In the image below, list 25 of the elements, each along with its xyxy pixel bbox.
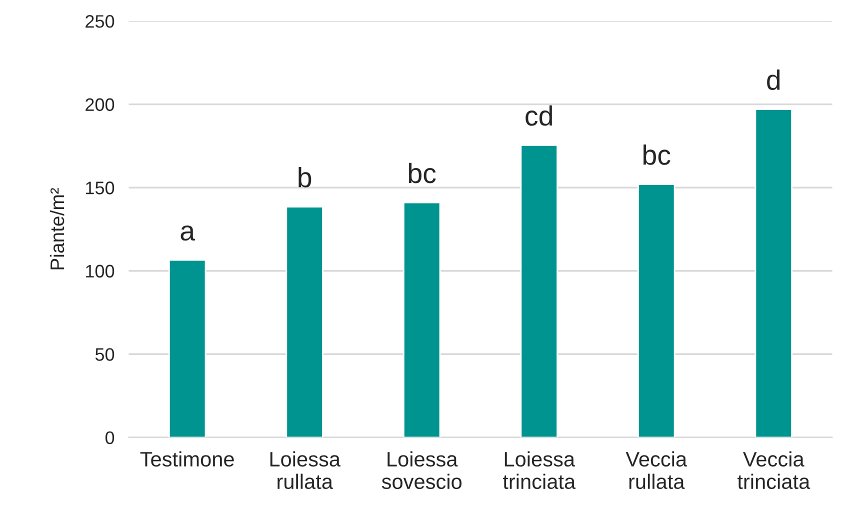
y-tick-label: 50	[95, 348, 114, 361]
bar	[754, 108, 792, 438]
y-tick-label: 200	[86, 98, 114, 112]
annotation: cd	[526, 105, 552, 126]
bar	[286, 206, 324, 438]
annotation: bc	[643, 144, 670, 165]
annotation: a	[180, 225, 196, 241]
x-tick-label: Loiessa rullata	[270, 451, 340, 490]
bar	[402, 202, 441, 438]
y-tick-label: 250	[86, 15, 114, 28]
x-tick-label: Veccia rullata	[626, 451, 688, 490]
annotation: bc	[408, 162, 436, 184]
y-tick-label: 0	[105, 431, 114, 444]
x-tick-label: Veccia trinciata	[737, 451, 810, 490]
annotation: d	[767, 70, 780, 90]
y-axis-title: Piante/m²	[50, 188, 64, 270]
bar	[520, 144, 558, 438]
bar	[168, 259, 206, 438]
y-tick-label: 100	[86, 264, 114, 278]
x-tick-label: Testimone	[140, 451, 234, 467]
annotation: b	[298, 166, 312, 188]
x-tick-label: Loiessa sovescio	[382, 451, 462, 490]
bar	[638, 184, 676, 438]
y-tick-label: 150	[86, 182, 114, 194]
x-tick-label: Loiessa trinciata	[502, 451, 576, 490]
